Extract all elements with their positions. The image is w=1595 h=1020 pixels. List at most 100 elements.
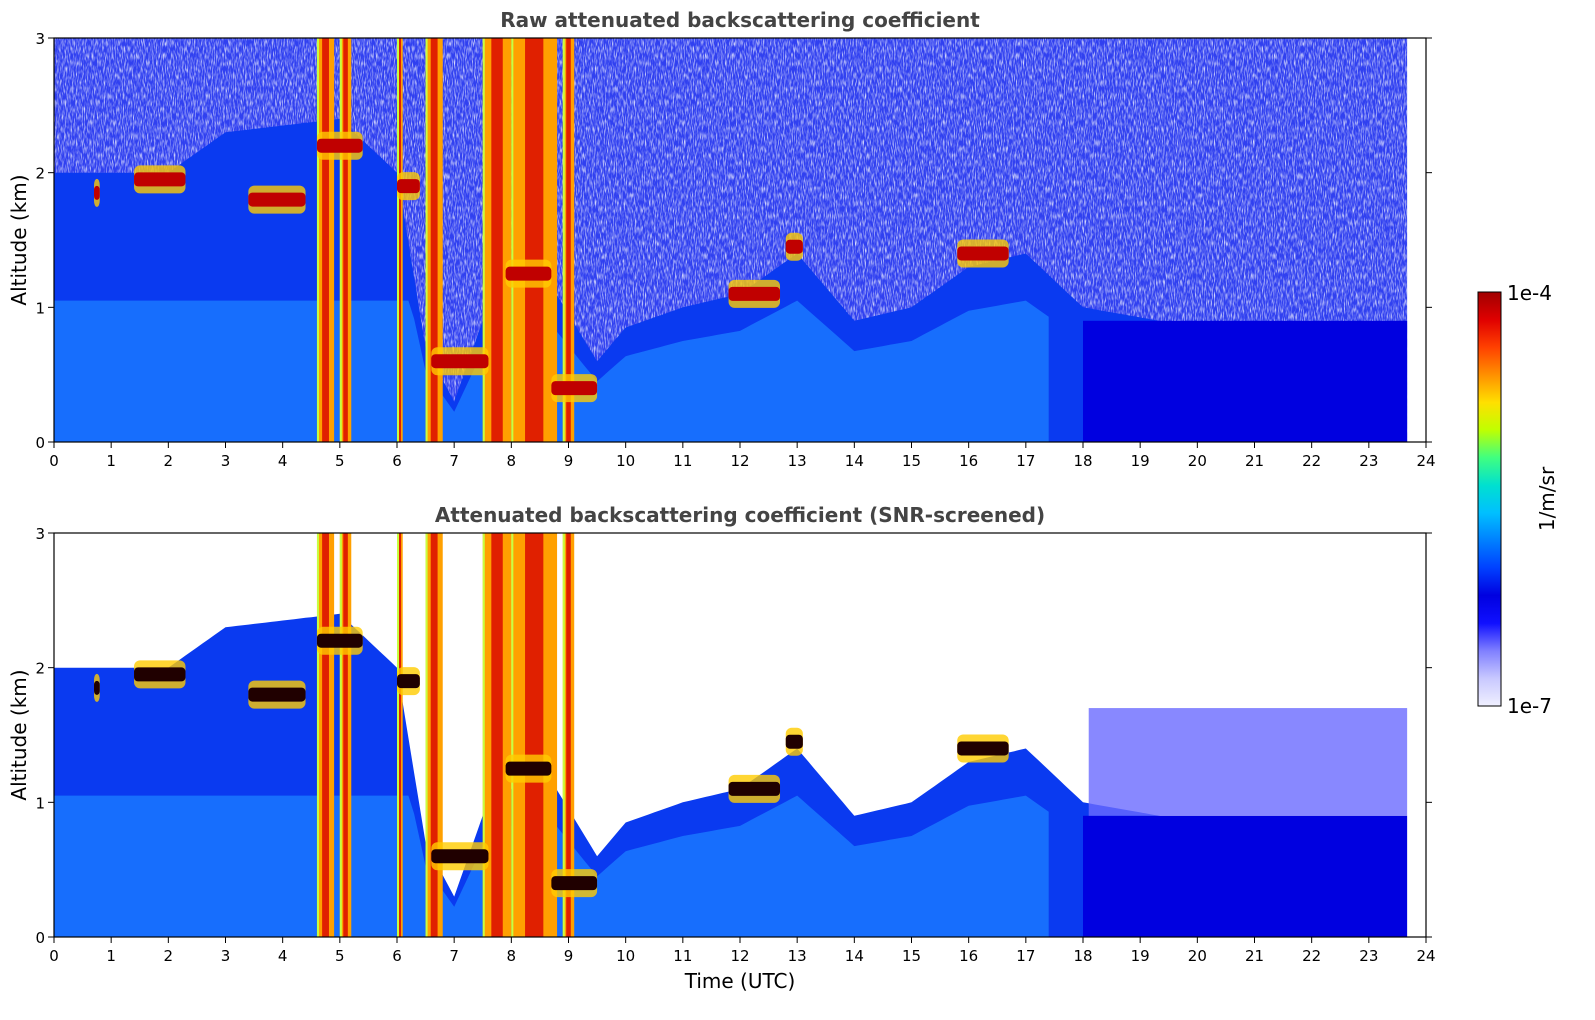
x-tick-label: 11 <box>673 452 692 470</box>
cloud-layer <box>316 633 363 648</box>
x-tick-label: 0 <box>49 947 59 965</box>
x-tick-label: 2 <box>164 947 174 965</box>
x-tick-label: 24 <box>1416 452 1435 470</box>
x-tick-label: 6 <box>392 947 402 965</box>
y-tick-label: 0 <box>35 434 45 452</box>
precip-core <box>525 533 544 937</box>
x-tick-label: 8 <box>507 452 517 470</box>
y-tick-label: 2 <box>35 165 45 183</box>
x-tick-label: 17 <box>1016 452 1035 470</box>
precip-core <box>322 533 329 937</box>
x-tick-label: 3 <box>221 947 231 965</box>
x-tick-label: 15 <box>902 452 921 470</box>
x-tick-label: 9 <box>564 947 574 965</box>
precip-edge <box>339 38 342 442</box>
x-tick-label: 1 <box>106 947 116 965</box>
x-tick-label: 6 <box>392 452 402 470</box>
y-axis-label-raw: Altitude (km) <box>7 174 31 305</box>
cloud-layer <box>134 172 186 187</box>
residual-layer <box>1088 708 1408 816</box>
y-tick-label: 1 <box>35 299 45 317</box>
x-tick-label: 4 <box>278 947 288 965</box>
cloud-layer <box>94 185 100 200</box>
panel-title-raw: Raw attenuated backscattering coefficien… <box>500 8 980 32</box>
precip-edge <box>425 533 428 937</box>
cloud-layer <box>397 674 420 689</box>
x-tick-label: 16 <box>959 452 978 470</box>
x-tick-label: 12 <box>730 452 749 470</box>
x-tick-label: 24 <box>1416 947 1435 965</box>
precip-edge <box>482 38 485 442</box>
cloud-layer <box>431 849 489 864</box>
x-axis-raw: 0 1 2 3 4 5 6 7 8 9 10 11 12 13 14 15 16 17 18 19 20 21 22 23 24 <box>49 442 1436 470</box>
precip-core <box>322 38 329 442</box>
x-tick-label: 5 <box>335 452 345 470</box>
x-tick-label: 18 <box>1073 452 1092 470</box>
y-tick-label: 3 <box>35 30 45 48</box>
x-tick-label: 11 <box>673 947 692 965</box>
precip-edge <box>482 533 485 937</box>
cloud-layer <box>248 192 306 207</box>
precip-edge <box>339 533 342 937</box>
precip-edge <box>511 533 514 937</box>
precip-edge <box>562 38 565 442</box>
precip-core <box>343 38 348 442</box>
precip-core <box>566 38 571 442</box>
colorbar: 1e-4 1e-7 1/m/sr <box>1477 281 1559 718</box>
x-axis-label: Time (UTC) <box>684 969 796 993</box>
y-axis-label-screened: Altitude (km) <box>7 669 31 800</box>
colorbar-unit-label: 1/m/sr <box>1535 466 1559 531</box>
x-tick-label: 10 <box>616 452 635 470</box>
x-tick-label: 10 <box>616 947 635 965</box>
x-tick-label: 23 <box>1359 452 1378 470</box>
precip-core <box>398 38 402 442</box>
x-tick-label: 17 <box>1016 947 1035 965</box>
x-tick-label: 22 <box>1302 452 1321 470</box>
cloud-layer <box>505 266 552 281</box>
cloud-layer <box>957 741 1009 756</box>
x-tick-label: 14 <box>845 452 864 470</box>
night-layer <box>1083 815 1408 937</box>
x-tick-label: 3 <box>221 452 231 470</box>
y-tick-label: 2 <box>35 660 45 678</box>
y-axis-screened: 0 1 2 3 <box>35 525 1432 947</box>
cloud-layer <box>785 734 803 749</box>
x-tick-label: 21 <box>1245 947 1264 965</box>
x-tick-label: 7 <box>449 452 459 470</box>
precip-core <box>343 533 348 937</box>
cloud-layer <box>316 138 363 153</box>
heatmap-raw <box>54 38 1408 442</box>
x-tick-label: 5 <box>335 947 345 965</box>
x-tick-label: 22 <box>1302 947 1321 965</box>
cloud-layer <box>134 667 186 682</box>
x-tick-label: 1 <box>106 452 116 470</box>
panel-screened: Attenuated backscattering coefficient (S… <box>7 503 1436 993</box>
cloud-layer <box>728 781 781 796</box>
x-tick-label: 20 <box>1188 452 1207 470</box>
x-tick-label: 21 <box>1245 452 1264 470</box>
x-tick-label: 19 <box>1131 947 1150 965</box>
x-tick-label: 2 <box>164 452 174 470</box>
x-tick-label: 13 <box>788 947 807 965</box>
cloud-layer <box>431 354 489 369</box>
cloud-layer <box>551 876 598 891</box>
y-tick-label: 1 <box>35 794 45 812</box>
cloud-layer <box>94 680 100 695</box>
precip-core <box>566 533 571 937</box>
y-axis-raw: 0 1 2 3 <box>35 30 1432 452</box>
x-tick-label: 16 <box>959 947 978 965</box>
panel-title-screened: Attenuated backscattering coefficient (S… <box>435 503 1045 527</box>
x-tick-label: 15 <box>902 947 921 965</box>
precip-core <box>491 533 503 937</box>
precip-edge <box>425 38 428 442</box>
x-tick-label: 7 <box>449 947 459 965</box>
x-tick-label: 4 <box>278 452 288 470</box>
cloud-layer <box>957 246 1009 261</box>
cloud-layer <box>728 286 781 301</box>
precip-core <box>525 38 544 442</box>
x-tick-label: 18 <box>1073 947 1092 965</box>
x-tick-label: 14 <box>845 947 864 965</box>
y-tick-label: 3 <box>35 525 45 543</box>
x-tick-label: 19 <box>1131 452 1150 470</box>
